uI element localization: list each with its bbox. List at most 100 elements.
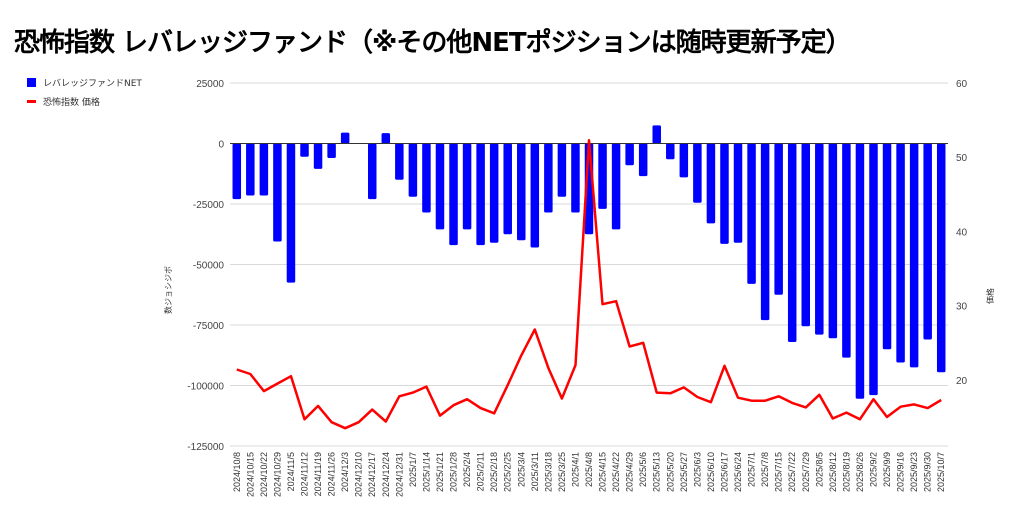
x-tick-label: 2025/6/17 — [719, 452, 729, 492]
bar — [787, 143, 797, 342]
x-tick-label: 2025/4/15 — [598, 452, 608, 492]
x-tick-label: 2025/8/12 — [828, 452, 838, 492]
x-tick-label: 2025/6/10 — [706, 452, 716, 492]
y-right-tick-label: 40 — [956, 227, 968, 238]
x-tick-label: 2025/5/27 — [679, 452, 689, 492]
bar — [449, 143, 458, 246]
x-tick-label: 2025/3/11 — [530, 452, 540, 491]
y-left-tick-label: -125000 — [187, 442, 224, 453]
x-tick-label: 2024/10/29 — [272, 452, 282, 497]
bar — [909, 143, 919, 368]
y-axis-left: 25000 0 -25000 -50000 -75000 -100000 -125000 — [187, 79, 224, 453]
bar — [666, 143, 675, 160]
x-tick-label: 2025/9/9 — [882, 452, 892, 487]
y-left-tick-label: -100000 — [187, 382, 224, 393]
x-tick-label: 2025/1/28 — [449, 452, 459, 492]
bar-series — [232, 125, 946, 399]
x-tick-label: 2025/2/25 — [503, 452, 513, 492]
bar — [625, 143, 634, 166]
x-tick-label: 2025/4/1 — [570, 452, 580, 487]
x-tick-label: 2025/10/7 — [936, 452, 946, 492]
bar — [367, 143, 377, 200]
x-tick-label: 2024/12/10 — [354, 452, 364, 497]
bar — [923, 143, 932, 340]
bar — [652, 125, 661, 144]
x-tick-label: 2025/4/22 — [611, 452, 621, 492]
x-tick-label: 2025/2/18 — [489, 452, 499, 492]
x-tick-label: 2025/4/29 — [625, 452, 635, 492]
bar — [517, 143, 526, 241]
x-tick-label: 2025/1/7 — [408, 452, 418, 487]
x-tick-label: 2025/7/29 — [801, 452, 811, 492]
x-tick-label: 2024/11/19 — [313, 452, 323, 496]
y-left-tick-label: 0 — [218, 140, 224, 151]
bar — [679, 143, 689, 178]
x-tick-label: 2025/7/8 — [760, 452, 770, 487]
line-series — [236, 138, 942, 430]
y-left-tick-label: -50000 — [193, 261, 225, 272]
x-tick-label: 2024/12/17 — [367, 452, 377, 497]
x-tick-label: 2025/4/8 — [584, 452, 594, 487]
bar — [882, 143, 892, 350]
bar — [747, 143, 756, 284]
x-tick-label: 2024/11/26 — [327, 452, 337, 496]
bar — [693, 143, 702, 203]
bar — [544, 143, 553, 213]
x-tick-label: 2025/3/25 — [557, 452, 567, 492]
y-right-tick-label: 60 — [956, 79, 968, 90]
x-tick-label: 2025/1/14 — [421, 452, 431, 492]
bar — [855, 143, 865, 399]
y-right-tick-label: 50 — [956, 153, 968, 164]
x-tick-label: 2024/11/5 — [286, 452, 296, 491]
bar — [557, 143, 567, 197]
bar — [246, 143, 255, 196]
legend-swatch-bar — [27, 78, 36, 87]
x-tick-label: 2024/12/3 — [340, 452, 350, 492]
x-tick-label: 2025/9/16 — [896, 452, 906, 492]
y-left-tick-label: -25000 — [193, 200, 225, 211]
bar — [259, 143, 269, 196]
bar — [435, 143, 445, 230]
bar — [611, 143, 621, 230]
x-tick-label: 2025/7/22 — [787, 452, 797, 492]
bar — [395, 143, 404, 180]
bar — [828, 143, 838, 339]
bar — [408, 143, 418, 197]
x-tick-label: 2025/7/1 — [747, 452, 757, 487]
bar — [476, 143, 485, 246]
x-tick-label: 2025/8/5 — [814, 452, 824, 487]
x-tick-label: 2024/10/22 — [259, 452, 269, 497]
bar — [232, 143, 242, 200]
y-axis-right: 60 50 40 30 20 — [956, 79, 968, 387]
y-left-tick-label: -75000 — [193, 321, 225, 332]
x-tick-label: 2025/9/2 — [868, 452, 878, 487]
x-tick-label: 2025/3/4 — [516, 452, 526, 487]
bar — [530, 143, 540, 248]
x-tick-label: 2025/1/21 — [435, 452, 445, 492]
legend: レバレッジファンドNET 恐怖指数 価格 — [27, 78, 142, 108]
bar — [896, 143, 905, 363]
x-tick-label: 2025/9/30 — [923, 452, 933, 492]
legend-swatch-line — [27, 100, 36, 103]
bar — [489, 143, 499, 243]
x-tick-label: 2025/5/20 — [665, 452, 675, 492]
bar — [503, 143, 512, 235]
y-right-tick-label: 20 — [956, 376, 968, 387]
y-axis-right-title: 価格 — [985, 288, 995, 304]
x-tick-label: 2025/7/15 — [774, 452, 784, 492]
bar — [720, 143, 729, 244]
gridlines — [230, 82, 948, 447]
x-tick-label: 2025/5/13 — [652, 452, 662, 492]
bar — [760, 143, 770, 321]
bar — [462, 143, 472, 230]
x-tick-label: 2025/9/23 — [909, 452, 919, 492]
bar — [340, 132, 350, 144]
x-tick-label: 2024/12/31 — [394, 452, 404, 497]
chart-title: 恐怖指数 レバレッジファンド（※その他NETポジションは随時更新予定） — [14, 28, 852, 58]
x-tick-label: 2025/2/11 — [476, 452, 486, 491]
x-tick-label: 2024/11/12 — [300, 452, 310, 496]
bar — [327, 143, 336, 159]
x-tick-label: 2025/2/4 — [462, 452, 472, 487]
x-tick-label: 2025/6/24 — [733, 452, 743, 492]
